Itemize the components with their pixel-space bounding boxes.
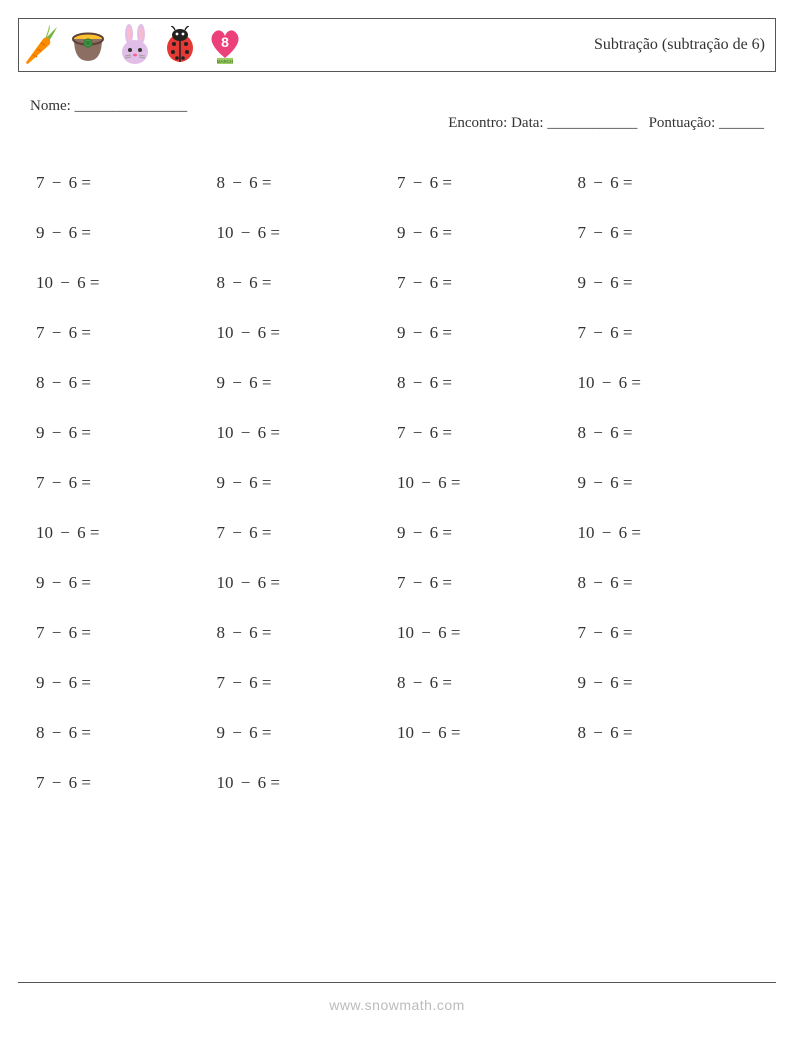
problem-cell: 8 − 6 = [36,723,217,743]
footer-url: www.snowmath.com [0,997,794,1013]
problem-cell: 10 − 6 = [36,523,217,543]
problem-cell: 7 − 6 = [36,173,217,193]
problems-grid: 7 − 6 =8 − 6 =7 − 6 =8 − 6 =9 − 6 =10 − … [18,173,776,793]
rabbit-icon [117,24,153,66]
problem-cell: 7 − 6 = [36,773,217,793]
problem-cell [397,773,578,793]
problem-cell: 9 − 6 = [217,473,398,493]
problem-cell: 7 − 6 = [578,323,759,343]
problem-cell: 7 − 6 = [397,573,578,593]
problem-cell: 7 − 6 = [36,473,217,493]
problem-cell: 10 − 6 = [397,723,578,743]
problem-cell: 10 − 6 = [578,373,759,393]
svg-text:MARCH: MARCH [217,59,234,64]
score-field-label: Pontuação: ______ [649,115,764,131]
svg-text:8: 8 [221,34,229,50]
problem-cell: 9 − 6 = [578,673,759,693]
problem-cell: 10 − 6 = [397,623,578,643]
problem-cell: 8 − 6 = [217,623,398,643]
problem-cell: 8 − 6 = [578,173,759,193]
problem-cell: 10 − 6 = [217,773,398,793]
problem-cell: 7 − 6 = [217,523,398,543]
problem-cell: 9 − 6 = [36,223,217,243]
date-field-label: Encontro: Data: ____________ [448,115,637,131]
problem-cell: 10 − 6 = [217,423,398,443]
problem-cell: 9 − 6 = [578,273,759,293]
worksheet-title: Subtração (subtração de 6) [594,36,765,54]
problem-cell: 9 − 6 = [397,223,578,243]
ladybug-icon [163,26,197,64]
problem-cell: 7 − 6 = [397,273,578,293]
problem-cell: 10 − 6 = [217,223,398,243]
problem-cell: 7 − 6 = [36,323,217,343]
problem-cell: 9 − 6 = [36,423,217,443]
problem-cell: 8 − 6 = [578,423,759,443]
problem-cell: 8 − 6 = [578,723,759,743]
info-row: Nome: _______________ Encontro: Data: __… [18,98,776,149]
problem-cell: 7 − 6 = [578,223,759,243]
problem-cell: 7 − 6 = [578,623,759,643]
problem-cell: 9 − 6 = [36,673,217,693]
problem-cell: 8 − 6 = [217,273,398,293]
problem-cell: 7 − 6 = [397,423,578,443]
header-icons-row: 8 MARCH [25,24,243,66]
header-box: 8 MARCH Subtração (subtração de 6) [18,18,776,72]
problem-cell: 10 − 6 = [217,323,398,343]
problem-cell: 7 − 6 = [397,173,578,193]
problem-cell [578,773,759,793]
problem-cell: 8 − 6 = [217,173,398,193]
footer-divider [18,982,776,983]
problem-cell: 8 − 6 = [397,673,578,693]
problem-cell: 10 − 6 = [217,573,398,593]
heart-8-icon: 8 MARCH [207,24,243,66]
problem-cell: 10 − 6 = [578,523,759,543]
problem-cell: 9 − 6 = [217,373,398,393]
problem-cell: 8 − 6 = [397,373,578,393]
date-score-labels: Encontro: Data: ____________ Pontuação: … [433,98,764,149]
problem-cell: 9 − 6 = [397,523,578,543]
problem-cell: 10 − 6 = [397,473,578,493]
problem-cell: 8 − 6 = [578,573,759,593]
carrot-icon [25,25,59,65]
problem-cell: 9 − 6 = [36,573,217,593]
problem-cell: 7 − 6 = [217,673,398,693]
problem-cell: 9 − 6 = [397,323,578,343]
name-field-label: Nome: _______________ [30,98,187,149]
problem-cell: 10 − 6 = [36,273,217,293]
problem-cell: 9 − 6 = [578,473,759,493]
problem-cell: 8 − 6 = [36,373,217,393]
problem-cell: 7 − 6 = [36,623,217,643]
problem-cell: 9 − 6 = [217,723,398,743]
pot-of-gold-icon [69,25,107,65]
